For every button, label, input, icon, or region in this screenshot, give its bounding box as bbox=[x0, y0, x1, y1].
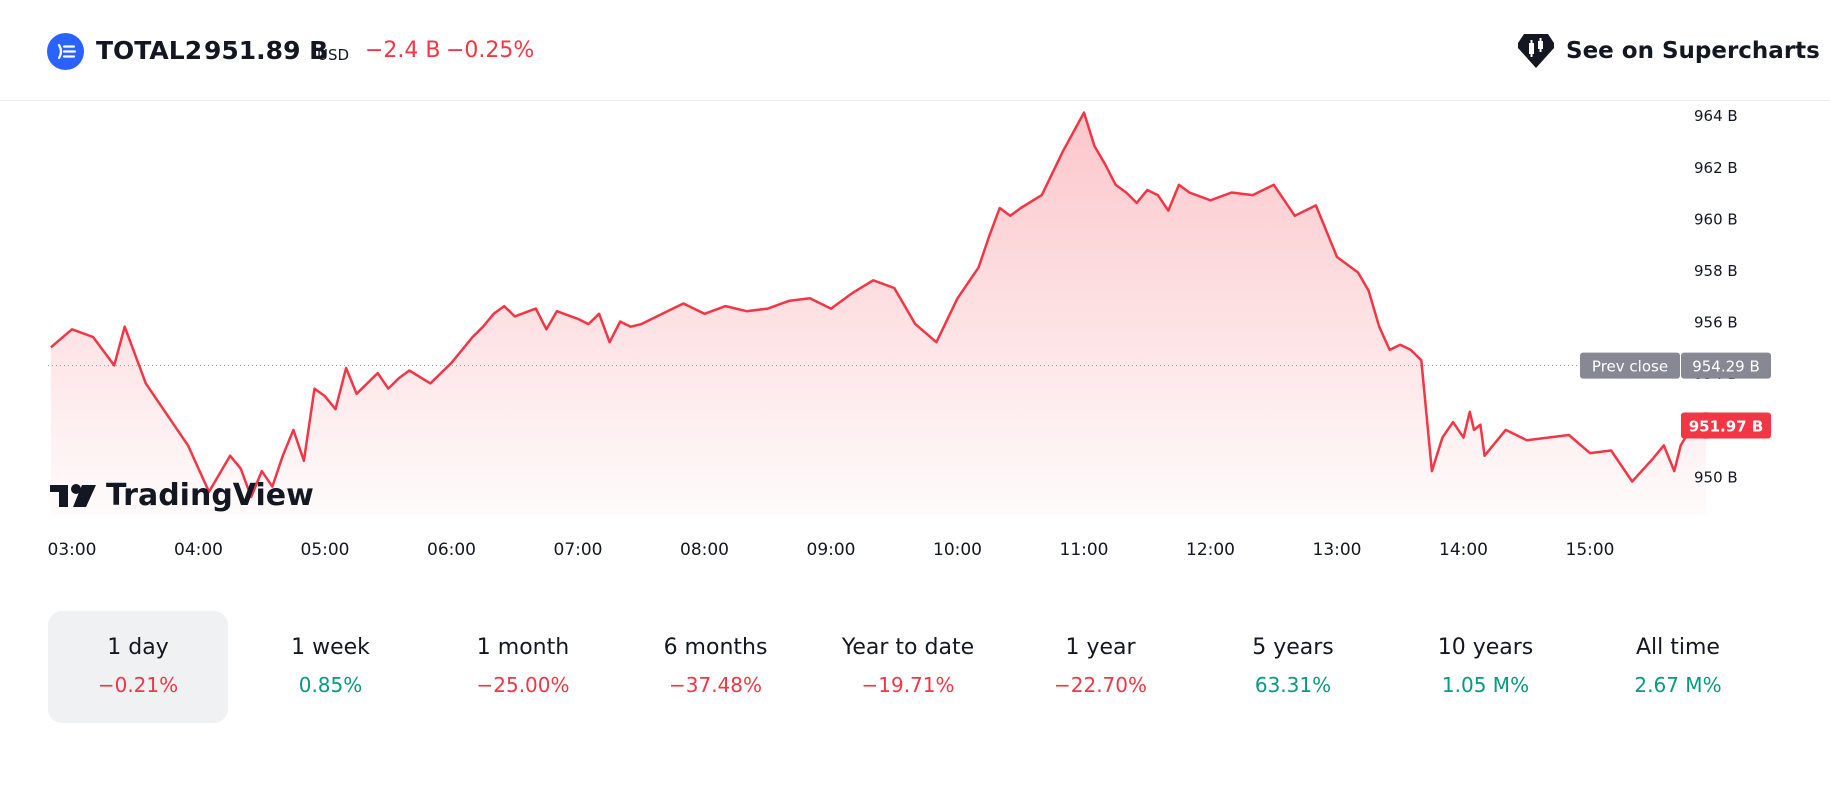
period-tab-1-week[interactable]: 1 week 0.85% bbox=[241, 611, 421, 723]
period-label: Year to date bbox=[841, 635, 975, 660]
period-change: −22.70% bbox=[1053, 673, 1148, 697]
y-tick-label: 956 B bbox=[1694, 314, 1738, 332]
period-change: 2.67 M% bbox=[1634, 673, 1722, 697]
period-label: 6 months bbox=[663, 635, 768, 660]
price-change: −2.4 B bbox=[365, 38, 441, 63]
time-axis: 03:00 04:00 05:00 06:00 07:00 08:00 09:00 10:00… bbox=[48, 540, 1615, 560]
period-label: 10 years bbox=[1437, 635, 1534, 660]
y-tick-label: 964 B bbox=[1694, 107, 1738, 125]
x-tick-label: 08:00 bbox=[680, 540, 729, 560]
period-change: −19.71% bbox=[861, 673, 955, 697]
tradingview-wordmark: TradingView bbox=[106, 478, 314, 513]
tradingview-watermark: TradingView bbox=[50, 478, 314, 513]
tradingview-logo-icon bbox=[50, 484, 96, 507]
crypto-total-icon bbox=[47, 33, 84, 70]
last-price: 951.89 B bbox=[204, 36, 329, 65]
x-tick-label: 09:00 bbox=[807, 540, 856, 560]
prev-close-label: Prev close bbox=[1592, 358, 1668, 376]
x-tick-label: 06:00 bbox=[427, 540, 476, 560]
symbol-header: TOTAL2 951.89 B USD −2.4 B −0.25% See on… bbox=[0, 0, 1830, 101]
series-area bbox=[50, 112, 1706, 515]
y-tick-label: 958 B bbox=[1694, 262, 1738, 280]
x-tick-label: 07:00 bbox=[554, 540, 603, 560]
period-tab-5-years[interactable]: 5 years 63.31% bbox=[1203, 611, 1383, 723]
period-label: 1 month bbox=[476, 635, 570, 660]
prev-close-tag bbox=[1580, 352, 1680, 379]
period-label: 1 day bbox=[107, 635, 169, 660]
last-price-value: 951.97 B bbox=[1689, 417, 1764, 435]
symbol-name[interactable]: TOTAL2 bbox=[96, 36, 203, 65]
period-tab-1-day[interactable]: 1 day −0.21% bbox=[48, 611, 228, 723]
period-change: 0.85% bbox=[298, 673, 363, 697]
y-tick-label: 960 B bbox=[1694, 210, 1738, 228]
y-tick-label: 962 B bbox=[1694, 159, 1738, 177]
series-line bbox=[50, 111, 1707, 499]
currency-label: USD bbox=[317, 46, 350, 64]
period-tab-1-month[interactable]: 1 month −25.00% bbox=[433, 611, 613, 723]
period-change: 63.31% bbox=[1254, 673, 1332, 697]
y-tick-label: 950 B bbox=[1694, 468, 1738, 486]
price-tags: Prev close 954.29 B 951.97 B bbox=[1580, 352, 1771, 439]
period-label: 5 years bbox=[1252, 635, 1334, 660]
supercharts-label: See on Supercharts bbox=[1566, 38, 1820, 64]
period-label: 1 year bbox=[1065, 635, 1136, 660]
x-tick-label: 13:00 bbox=[1313, 540, 1362, 560]
plot-area bbox=[48, 111, 1720, 515]
period-tab-6-months[interactable]: 6 months −37.48% bbox=[626, 611, 806, 723]
period-label: 1 week bbox=[291, 635, 370, 660]
x-tick-label: 12:00 bbox=[1186, 540, 1235, 560]
period-change: −0.21% bbox=[97, 673, 179, 697]
period-label: All time bbox=[1636, 635, 1720, 660]
period-selector: 1 day −0.21% 1 week 0.85% 1 month −25.00% 6 mo… bbox=[48, 611, 1738, 723]
x-tick-label: 03:00 bbox=[48, 540, 97, 560]
period-tab-10-years[interactable]: 10 years 1.05 M% bbox=[1396, 611, 1576, 723]
x-tick-label: 14:00 bbox=[1439, 540, 1488, 560]
period-change: −37.48% bbox=[668, 673, 763, 697]
period-change: −25.00% bbox=[476, 673, 570, 697]
prev-close-value: 954.29 B bbox=[1692, 358, 1760, 376]
period-tab-all-time[interactable]: All time 2.67 M% bbox=[1588, 611, 1768, 723]
x-tick-label: 15:00 bbox=[1566, 540, 1615, 560]
x-tick-label: 11:00 bbox=[1060, 540, 1109, 560]
x-tick-label: 04:00 bbox=[174, 540, 223, 560]
period-tab-year-to-date[interactable]: Year to date −19.71% bbox=[818, 611, 998, 723]
prev-close-value-tag bbox=[1681, 352, 1771, 379]
supercharts-icon bbox=[1518, 34, 1554, 68]
price-change-percent: −0.25% bbox=[446, 38, 535, 63]
last-price-tag bbox=[1681, 412, 1771, 439]
period-change: 1.05 M% bbox=[1441, 673, 1530, 697]
x-tick-label: 10:00 bbox=[933, 540, 982, 560]
x-tick-label: 05:00 bbox=[301, 540, 350, 560]
period-tab-1-year[interactable]: 1 year −22.70% bbox=[1011, 611, 1191, 723]
